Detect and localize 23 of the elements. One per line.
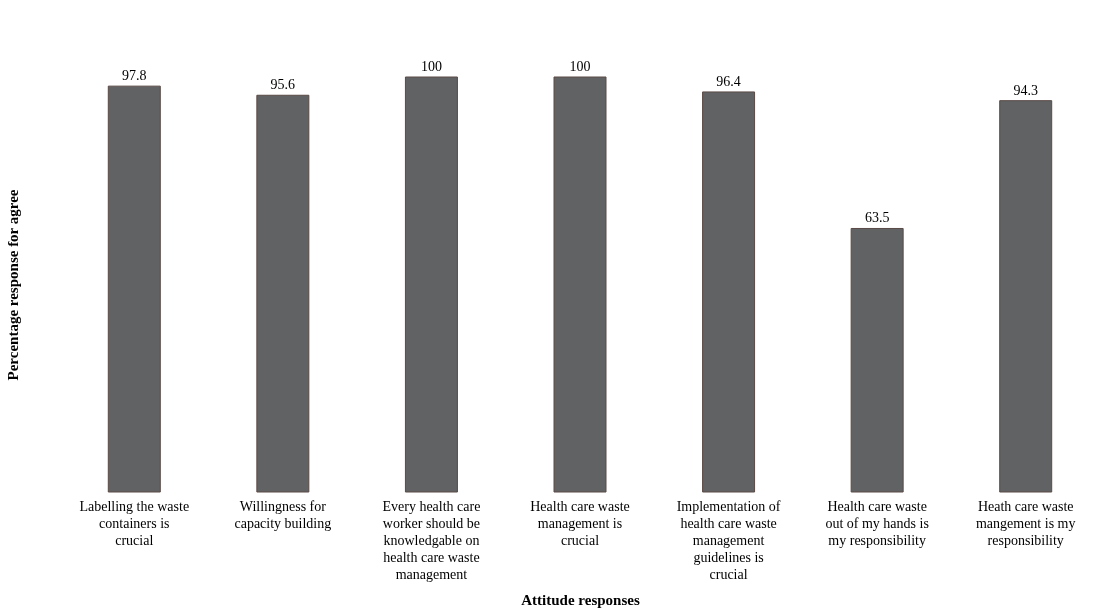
bar: [999, 100, 1053, 493]
x-tick-label: Labelling the waste containers is crucial: [79, 499, 190, 548]
x-tick-label: Willingness for capacity building: [234, 499, 332, 531]
bar: [702, 91, 756, 493]
bar: [256, 94, 310, 493]
x-axis-title: Attitude responses: [521, 591, 640, 608]
data-label: 100: [569, 59, 591, 74]
bar: [553, 76, 607, 493]
data-label: 63.5: [864, 210, 890, 226]
y-axis-title: Percentage response for agree: [4, 189, 21, 381]
data-label: 96.4: [716, 73, 741, 89]
x-tick-label: Heath care waste mangement is my responsibility: [975, 499, 1076, 548]
x-tick-label: Health care waste management is crucial: [530, 499, 630, 548]
x-tick-label: Health care waste out of my hands is my responsibility: [825, 499, 929, 548]
x-tick-label: Every health care worker should be knowledgable on health care waste management: [382, 499, 481, 582]
bar: [850, 227, 904, 493]
data-label: 95.6: [270, 77, 296, 93]
data-label: 94.3: [1013, 82, 1038, 98]
bar: [107, 85, 161, 493]
bar: [404, 76, 458, 493]
data-label: 100: [420, 59, 442, 74]
data-label: 97.8: [122, 68, 147, 84]
x-tick-label: Implementation of health care waste management guidelines is crucial: [676, 499, 781, 582]
